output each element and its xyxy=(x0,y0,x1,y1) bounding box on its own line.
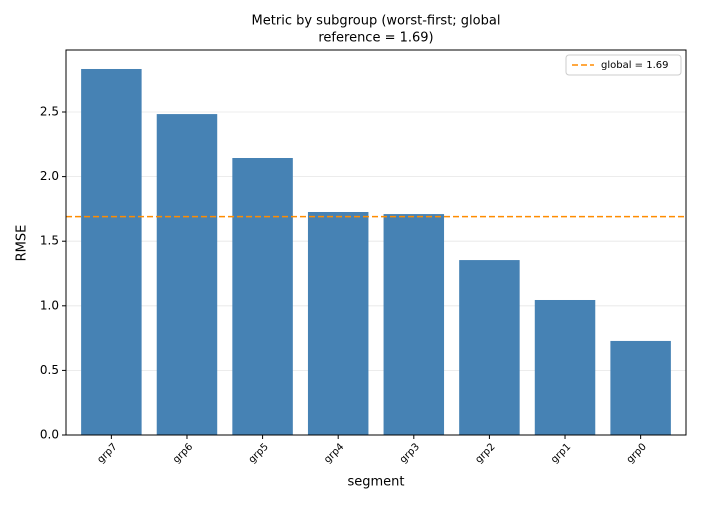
y-axis-label: RMSE xyxy=(15,225,30,262)
chart-title: Metric by subgroup (worst-first; global xyxy=(252,14,501,29)
y-tick-label: 0.5 xyxy=(40,363,59,377)
y-tick-label: 1.0 xyxy=(40,298,59,312)
bar xyxy=(534,299,596,435)
chart-title: reference = 1.69) xyxy=(318,31,433,46)
bar xyxy=(81,68,142,435)
y-tick-label: 2.5 xyxy=(40,105,59,119)
legend-label: global = 1.69 xyxy=(601,60,669,71)
bar xyxy=(156,114,218,435)
y-tick-label: 2.0 xyxy=(40,169,59,183)
bar xyxy=(610,340,671,435)
plot-frame xyxy=(65,49,687,436)
legend-box xyxy=(565,54,682,76)
bar xyxy=(459,260,520,435)
bar xyxy=(383,214,445,435)
y-tick-label: 1.5 xyxy=(40,234,59,248)
bar xyxy=(307,212,369,435)
bar xyxy=(232,158,293,435)
x-axis-label: segment xyxy=(347,475,404,490)
y-tick-label: 0.0 xyxy=(40,428,59,442)
